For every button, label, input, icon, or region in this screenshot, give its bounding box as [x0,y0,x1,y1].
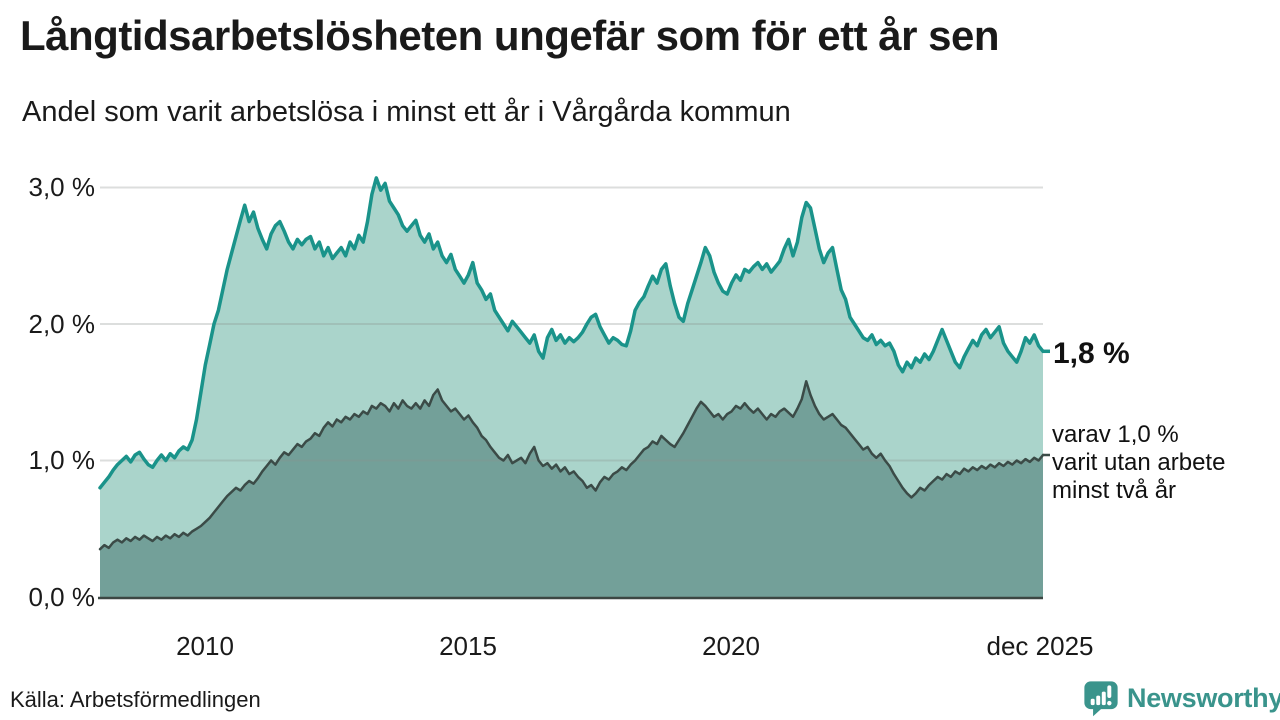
y-tick-0: 0,0 % [28,582,96,612]
latest-value-label: 1,8 % [1053,337,1130,370]
secondary-annotation-line3: minst två år [1052,477,1177,504]
x-tick-2020: 2020 [702,631,760,661]
newsworthy-logo: Newsworthy [1082,679,1280,717]
newsworthy-wordmark: Newsworthy [1127,682,1280,713]
secondary-annotation-line2: varit utan arbete [1052,449,1226,476]
y-tick-2: 2,0 % [28,309,96,339]
page-title: Långtidsarbetslösheten ungefär som för e… [20,12,1000,59]
secondary-annotation: varav 1,0 % varit utan arbete minst två … [1052,421,1225,505]
y-tick-1: 1,0 % [28,445,96,475]
secondary-annotation-line1: varav 1,0 % [1052,421,1179,448]
x-tick-2015: 2015 [439,631,497,661]
y-tick-3: 3,0 % [28,172,96,202]
x-tick-dec-2025: dec 2025 [986,631,1094,661]
x-tick-2010: 2010 [176,631,234,661]
source-caption: Källa: Arbetsförmedlingen [10,687,261,712]
chart-subtitle: Andel som varit arbetslösa i minst ett å… [22,96,791,128]
newsworthy-bubble-chart-icon [1084,681,1118,717]
